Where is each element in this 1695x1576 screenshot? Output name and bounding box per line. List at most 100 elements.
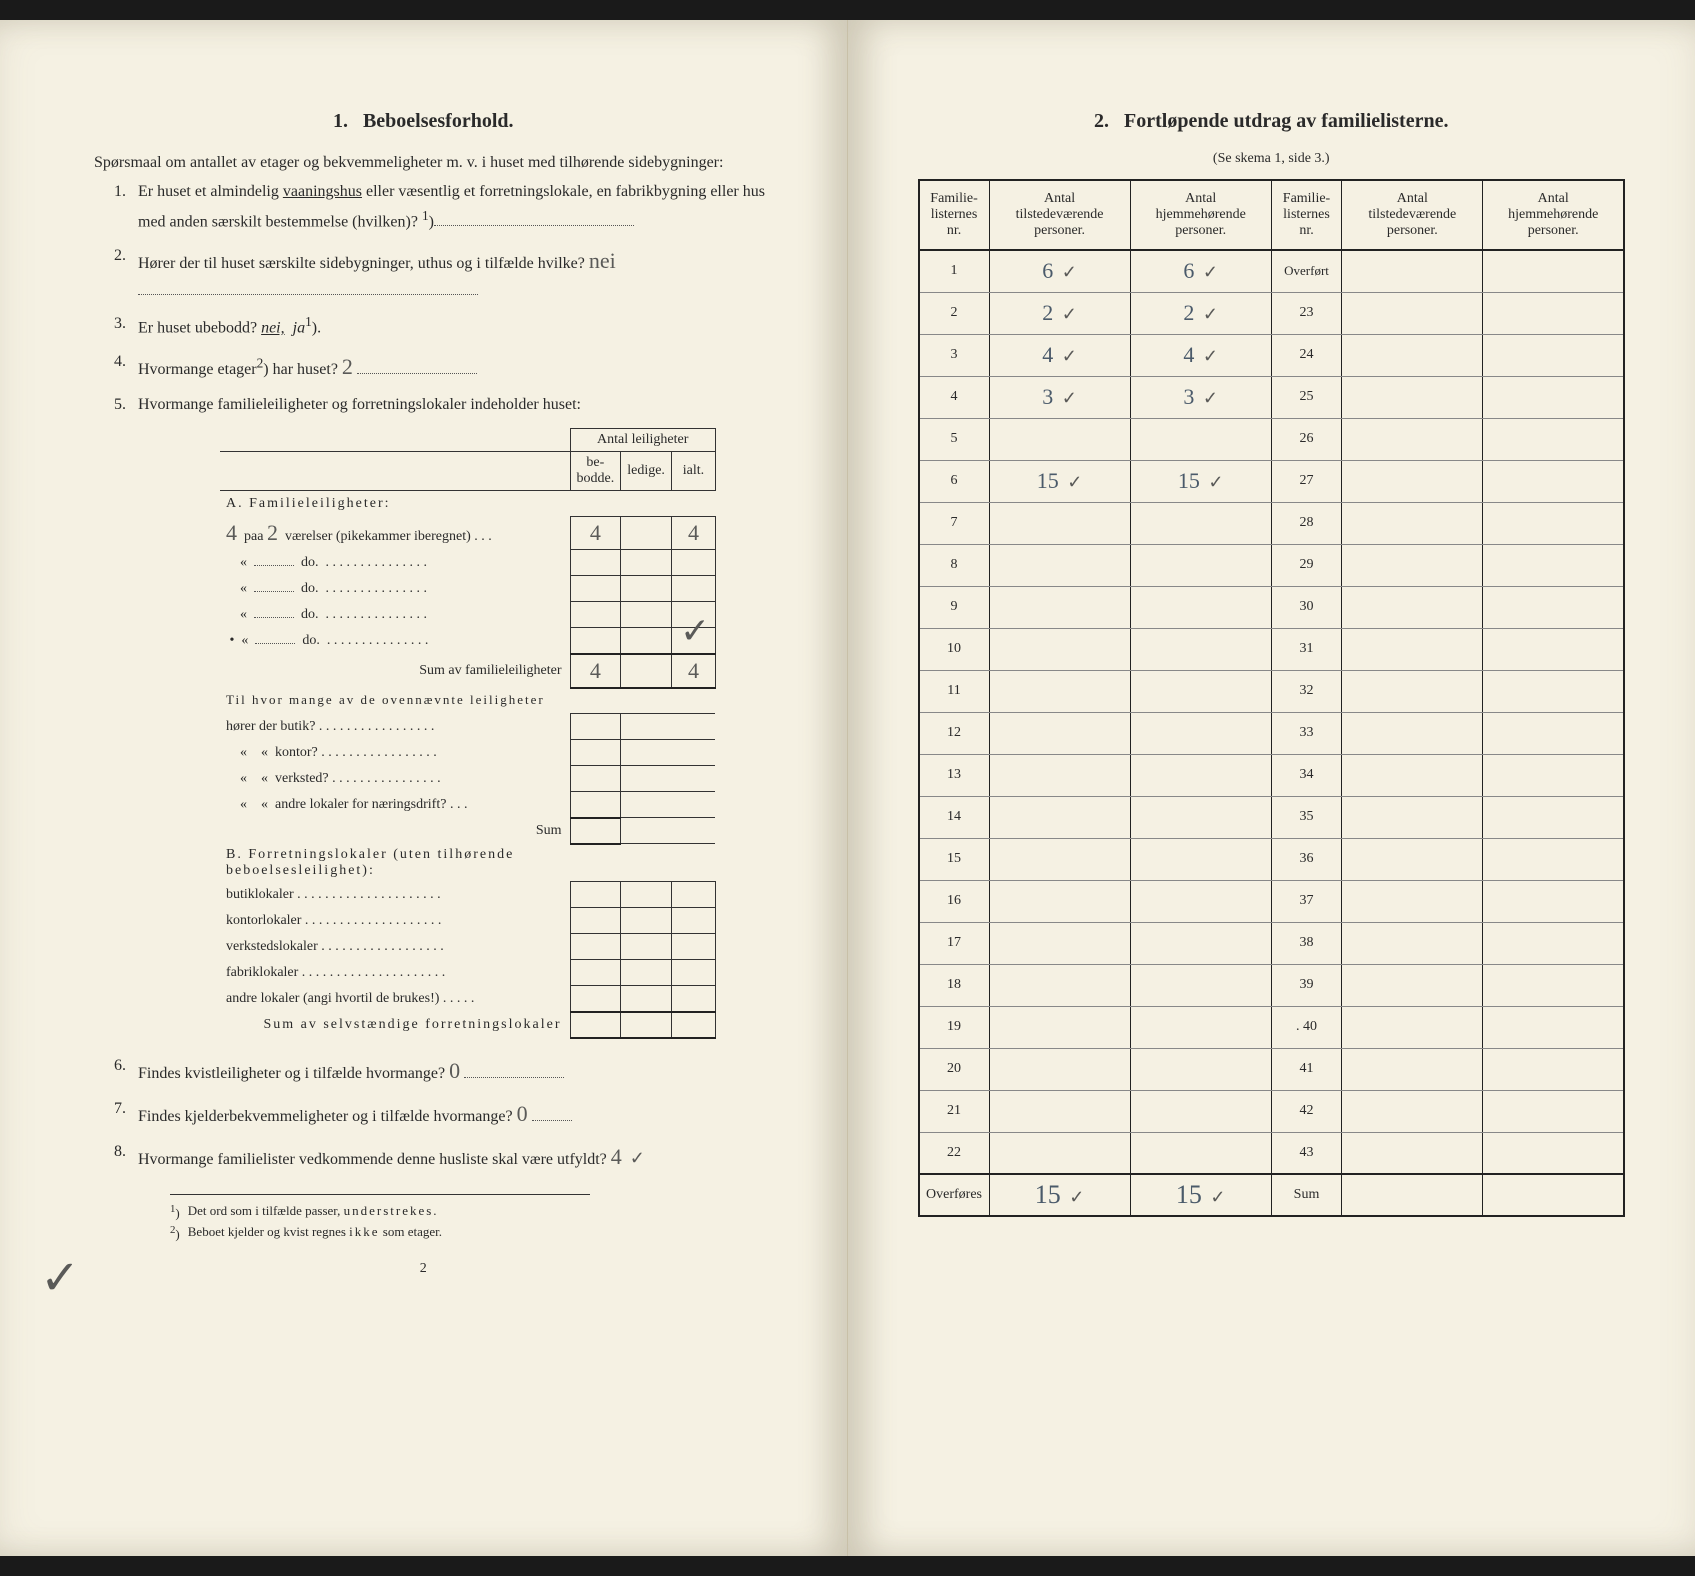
- q7-answer: 0: [517, 1101, 528, 1126]
- q1-text-a: Er huset et almindelig: [138, 183, 283, 200]
- row-val: [989, 922, 1130, 964]
- left-section-num: 1.: [333, 110, 348, 132]
- b1: butiklokaler . . . . . . . . . . . . . .…: [220, 882, 570, 908]
- q2-answer: nei: [589, 248, 616, 273]
- row-nr: 42: [1271, 1090, 1342, 1132]
- row-val: [1483, 376, 1624, 418]
- question-7: 7. Findes kjelderbekvemmeligheter og i t…: [114, 1096, 777, 1131]
- sect-b-title-row: B. Forretningslokaler (uten tilhørende b…: [220, 844, 715, 882]
- row-nr: 2: [919, 292, 990, 334]
- row-val: [989, 1006, 1130, 1048]
- row-val: [989, 880, 1130, 922]
- til-1: hører der butik? . . . . . . . . . . . .…: [220, 714, 715, 740]
- intro-text: Spørsmaal om antallet av etager og bekve…: [70, 151, 777, 175]
- row-val: [989, 1132, 1130, 1174]
- table-row: 1233: [919, 712, 1625, 754]
- q8-text: Hvormange familielister vedkommende denn…: [138, 1139, 777, 1174]
- row-nr: 16: [919, 880, 990, 922]
- q8-body: Hvormange familielister vedkommende denn…: [138, 1151, 607, 1168]
- table-row: 22 ✓2 ✓23: [919, 292, 1625, 334]
- row-nr: 19: [919, 1006, 990, 1048]
- row-val: [1483, 460, 1624, 502]
- table-row: 14 35: [919, 796, 1625, 838]
- right-section-num: 2.: [1094, 110, 1109, 132]
- row-nr: 35: [1271, 796, 1342, 838]
- margin-check-big: ✓: [40, 1250, 80, 1306]
- row-val: [1130, 586, 1271, 628]
- big-table-body: 16 ✓6 ✓Overført22 ✓2 ✓2334 ✓4 ✓2443 ✓3 ✓…: [919, 250, 1625, 1216]
- q3-b: ).: [312, 320, 321, 337]
- q7-text: Findes kjelderbekvemmeligheter og i tilf…: [138, 1096, 777, 1131]
- left-section-title: 1. Beboelsesforhold.: [70, 110, 777, 133]
- sect-b-sum: Sum av selvstændige forretningslokaler: [220, 1012, 715, 1038]
- row-label: Overføres: [919, 1174, 990, 1216]
- til-3: « « verksted? . . . . . . . . . . . . . …: [220, 766, 715, 792]
- q6-num: 6.: [114, 1053, 138, 1088]
- a-r1-v3: 4: [688, 520, 699, 545]
- row-val: [989, 712, 1130, 754]
- row-val: [1342, 880, 1483, 922]
- row-val: [1483, 586, 1624, 628]
- row-val: [1483, 796, 1624, 838]
- sect-a-sum-label: Sum av familieleiligheter: [220, 654, 570, 688]
- row-val: [989, 754, 1130, 796]
- row-val: [989, 838, 1130, 880]
- q2-body: Hører der til huset særskilte sidebygnin…: [138, 255, 585, 272]
- q6-text: Findes kvistleiligheter og i tilfælde hv…: [138, 1053, 777, 1088]
- sect-a-row3: « do. . . . . . . . . . . . . . . .: [220, 576, 715, 602]
- row-val: [1342, 712, 1483, 754]
- row-nr: 4: [919, 376, 990, 418]
- row-nr: 21: [919, 1090, 990, 1132]
- question-8: 8. Hvormange familielister vedkommende d…: [114, 1139, 777, 1174]
- row-val: [1342, 334, 1483, 376]
- question-1: 1. Er huset et almindelig vaaningshus el…: [114, 179, 777, 235]
- sect-a-row1: 4 paa 2 værelser (pikekammer iberegnet) …: [220, 517, 715, 550]
- row-val: [1483, 1174, 1624, 1216]
- row-nr: 24: [1271, 334, 1342, 376]
- big-table-header: Familie- listernes nr. Antal tilstedevær…: [919, 180, 1625, 250]
- row-nr: 7: [919, 502, 990, 544]
- q4-a: Hvormange etager: [138, 361, 257, 378]
- row-val: [1130, 922, 1271, 964]
- table-row: 930: [919, 586, 1625, 628]
- row-val: [1342, 376, 1483, 418]
- q2-num: 2.: [114, 243, 138, 304]
- questions-6-8: 6. Findes kvistleiligheter og i tilfælde…: [70, 1053, 777, 1175]
- row-nr: 33: [1271, 712, 1342, 754]
- b-sum-label: Sum av selvstændige forretningslokaler: [220, 1012, 570, 1038]
- row-nr: 28: [1271, 502, 1342, 544]
- til-sum-label: Sum: [220, 818, 570, 844]
- q7-num: 7.: [114, 1096, 138, 1131]
- col6: Antal hjemmehørende personer.: [1483, 180, 1624, 250]
- row-val: [989, 586, 1130, 628]
- footnote-1: 1) Det ord som i tilfælde passer, unders…: [170, 1203, 590, 1221]
- row-nr: 14: [919, 796, 990, 838]
- margin-check-sum: ✓: [680, 610, 710, 652]
- sect-a-row1-b: værelser (pikekammer iberegnet) . . .: [285, 529, 492, 544]
- row-val: 3 ✓: [989, 376, 1130, 418]
- sect-a-sum-row: Sum av familieleiligheter 4 4: [220, 654, 715, 688]
- row-val: [989, 628, 1130, 670]
- row-nr: 5: [919, 418, 990, 460]
- sect-a-row1-label: 4 paa 2 værelser (pikekammer iberegnet) …: [220, 517, 570, 550]
- row-nr: 32: [1271, 670, 1342, 712]
- til-2-label: « « kontor? . . . . . . . . . . . . . . …: [220, 740, 570, 766]
- q4-answer: 2: [342, 354, 353, 379]
- til-hvor-row: Til hvor mange av de ovennævnte leilighe…: [220, 688, 715, 714]
- right-page: 2. Fortløpende utdrag av familielisterne…: [848, 20, 1695, 1556]
- row-val: [1342, 502, 1483, 544]
- row-nr: 41: [1271, 1048, 1342, 1090]
- b3: verkstedslokaler . . . . . . . . . . . .…: [220, 934, 570, 960]
- row-val: [1483, 544, 1624, 586]
- row-nr: 9: [919, 586, 990, 628]
- q6-answer: 0: [449, 1058, 460, 1083]
- table-row: 2243: [919, 1132, 1625, 1174]
- row-val: [989, 418, 1130, 460]
- sect-a-row3-label: « do. . . . . . . . . . . . . . . .: [220, 576, 570, 602]
- table-row: 2041: [919, 1048, 1625, 1090]
- row-val: [1342, 250, 1483, 292]
- left-section-heading: Beboelsesforhold.: [363, 110, 514, 132]
- row-val: [989, 964, 1130, 1006]
- inner-h3: ialt.: [671, 452, 715, 491]
- row-nr: 3: [919, 334, 990, 376]
